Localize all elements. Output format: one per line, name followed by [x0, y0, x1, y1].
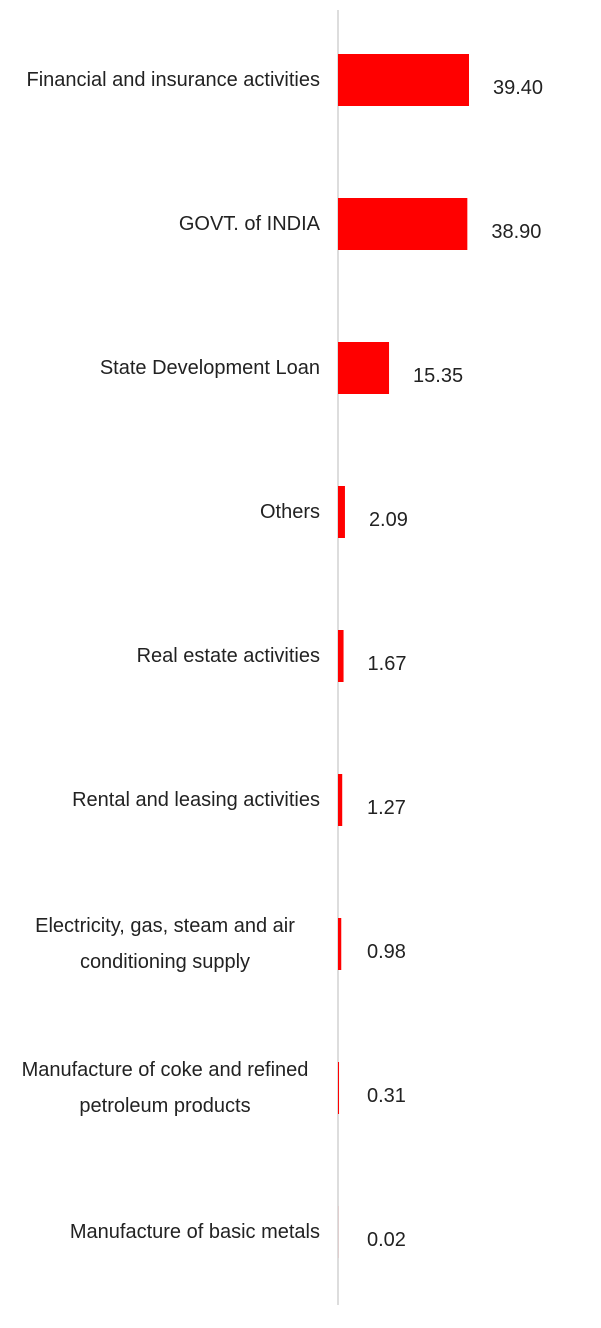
value-label: 2.09 [368, 509, 408, 531]
category-label-text: GOVT. of INDIA [178, 213, 320, 235]
bar [338, 342, 390, 394]
bar [338, 774, 343, 826]
value-label: 1.27 [367, 797, 406, 819]
category-label: State Development Loan [10, 350, 320, 386]
category-label: GOVT. of INDIA [10, 206, 320, 242]
value-label: 0.31 [367, 1085, 406, 1107]
value-label: 1.67 [367, 653, 407, 675]
bar [338, 1062, 340, 1114]
value-label: 38.90 [491, 221, 542, 243]
category-label-text: Electricity, gas, steam and air conditio… [35, 915, 295, 973]
category-label: Electricity, gas, steam and air conditio… [10, 908, 320, 980]
value-label: 0.02 [367, 1229, 406, 1251]
category-label: Real estate activities [10, 638, 320, 674]
bar [338, 198, 468, 250]
category-label: Others [10, 494, 320, 530]
category-label: Financial and insurance activities [10, 62, 321, 98]
category-label-text: Manufacture of coke and refined petroleu… [21, 1059, 309, 1117]
category-label-text: Financial and insurance activities [26, 69, 321, 91]
bar [338, 918, 342, 970]
value-label: 15.35 [413, 365, 464, 387]
category-label-text: Real estate activities [136, 645, 320, 667]
bar [338, 630, 344, 682]
category-label-text: State Development Loan [99, 357, 320, 379]
category-label: Manufacture of coke and refined petroleu… [10, 1052, 320, 1124]
bar [338, 486, 345, 538]
category-label: Manufacture of basic metals [10, 1214, 320, 1250]
category-label: Rental and leasing activities [10, 782, 320, 818]
category-label-text: Rental and leasing activities [72, 789, 320, 811]
value-label: 0.98 [367, 941, 406, 963]
category-label-text: Manufacture of basic metals [69, 1221, 320, 1243]
category-label-text: Others [259, 501, 320, 523]
value-label: 39.40 [493, 77, 544, 99]
bar [338, 54, 469, 106]
